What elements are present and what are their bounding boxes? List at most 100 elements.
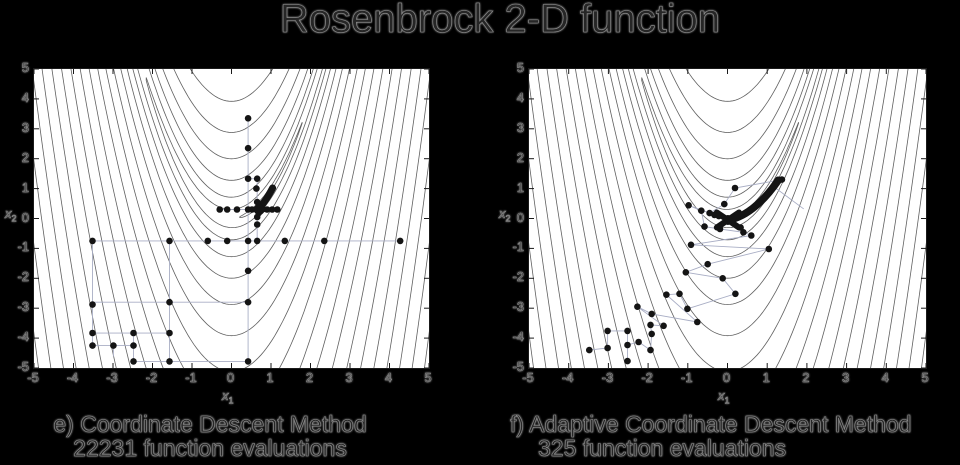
right-plot-caption: f) Adaptive Coordinate Descent Method 32… bbox=[510, 411, 912, 461]
x-tick-label: -5 bbox=[522, 370, 534, 385]
sample-point bbox=[676, 290, 683, 298]
y-tick-label: 1 bbox=[516, 179, 524, 195]
sample-point bbox=[660, 322, 667, 330]
sample-point bbox=[687, 241, 695, 249]
sample-point bbox=[253, 185, 260, 192]
left-contour-plot bbox=[33, 68, 430, 369]
sample-point bbox=[604, 344, 611, 352]
sample-point bbox=[204, 237, 212, 245]
right-plot-canvas bbox=[529, 69, 926, 368]
sample-point bbox=[682, 269, 690, 276]
sample-point bbox=[778, 176, 786, 183]
sample-point bbox=[89, 342, 96, 349]
sample-point bbox=[130, 329, 137, 337]
y-tick-label: 4 bbox=[516, 89, 524, 105]
sample-point bbox=[281, 237, 289, 245]
y-tick-label: -4 bbox=[512, 329, 524, 345]
sample-point bbox=[647, 346, 654, 354]
x-tick-label: -3 bbox=[601, 370, 614, 385]
sample-point bbox=[765, 245, 773, 253]
sample-point bbox=[396, 237, 404, 245]
sample-point bbox=[244, 175, 252, 182]
y-tick-label: 1 bbox=[21, 179, 29, 195]
x-tick-label: 2 bbox=[802, 370, 810, 385]
sample-point bbox=[253, 221, 261, 228]
sample-point bbox=[663, 291, 670, 298]
sample-point bbox=[635, 338, 642, 346]
sample-point bbox=[253, 237, 261, 245]
x-tick-label: 4 bbox=[384, 370, 393, 385]
sample-point bbox=[732, 290, 739, 298]
x-tick-label: 4 bbox=[881, 370, 889, 385]
x-tick-label: 5 bbox=[921, 370, 929, 385]
y-tick-label: -3 bbox=[17, 299, 29, 315]
sample-point bbox=[731, 184, 739, 192]
sample-point bbox=[253, 213, 261, 221]
x-tick-label: -5 bbox=[27, 370, 39, 385]
sample-point bbox=[89, 237, 96, 245]
sample-point bbox=[274, 206, 281, 213]
x-tick-label: 3 bbox=[345, 370, 353, 385]
x-tick-label: -4 bbox=[561, 370, 574, 385]
sample-point bbox=[268, 206, 276, 213]
x-tick-label: -1 bbox=[185, 370, 197, 385]
left-plot-canvas bbox=[34, 69, 429, 368]
right-contour-plot bbox=[528, 68, 927, 369]
y-tick-label: 3 bbox=[21, 119, 29, 135]
left-caption-line2: 22231 function evaluations bbox=[73, 435, 347, 461]
right-caption-line1: f) Adaptive Coordinate Descent Method bbox=[510, 411, 912, 437]
sample-point bbox=[740, 229, 747, 236]
sample-point bbox=[244, 144, 252, 152]
y-tick-label: 0 bbox=[21, 209, 29, 225]
y-tick-label: 2 bbox=[516, 149, 524, 165]
sample-point bbox=[716, 225, 724, 233]
sample-point bbox=[244, 115, 252, 122]
y-tick-label: 5 bbox=[21, 60, 29, 75]
y-tick-label: 5 bbox=[516, 60, 524, 75]
y-tick-label: 0 bbox=[516, 209, 524, 225]
sample-point bbox=[704, 260, 711, 268]
x-tick-label: 1 bbox=[762, 370, 770, 385]
sample-point bbox=[694, 318, 701, 326]
x-tick-label: 1 bbox=[266, 370, 274, 385]
sample-point bbox=[648, 310, 655, 318]
x-tick-label: -2 bbox=[145, 370, 158, 385]
y-tick-label: -3 bbox=[512, 299, 524, 315]
right-x-axis-label: x1 bbox=[718, 388, 730, 406]
sample-point bbox=[110, 342, 117, 349]
x-tick-label: -4 bbox=[66, 370, 79, 385]
sample-point bbox=[586, 346, 593, 354]
sample-point bbox=[244, 298, 252, 306]
sample-point bbox=[244, 358, 252, 365]
sample-point bbox=[233, 206, 241, 213]
sample-point bbox=[701, 223, 708, 230]
sample-point bbox=[263, 206, 271, 213]
sample-point bbox=[89, 329, 96, 337]
x-tick-label: 0 bbox=[722, 370, 731, 385]
sample-point bbox=[216, 206, 223, 213]
right-y-axis-label: x2 bbox=[499, 206, 511, 224]
sample-point bbox=[248, 206, 256, 213]
sample-point bbox=[737, 224, 744, 231]
sample-point bbox=[166, 298, 173, 306]
sample-point bbox=[604, 327, 611, 335]
sample-point bbox=[166, 237, 173, 245]
x-tick-label: 2 bbox=[305, 370, 314, 385]
right-caption-line2: 325 function evaluations bbox=[538, 435, 787, 461]
sample-point bbox=[244, 237, 252, 245]
x-tick-label: -1 bbox=[681, 370, 693, 385]
sample-point bbox=[624, 341, 631, 349]
x-tick-label: -2 bbox=[641, 370, 653, 385]
y-tick-label: -5 bbox=[17, 359, 29, 374]
sample-point bbox=[166, 329, 173, 337]
x-tick-label: -3 bbox=[106, 370, 118, 385]
sample-point bbox=[253, 206, 261, 213]
sample-point bbox=[624, 357, 631, 365]
x-tick-label: 5 bbox=[424, 370, 432, 385]
sample-point bbox=[130, 358, 137, 365]
sample-point bbox=[244, 267, 252, 275]
y-tick-label: -1 bbox=[512, 239, 524, 255]
y-tick-label: -4 bbox=[17, 329, 29, 345]
left-x-axis-label: x1 bbox=[222, 388, 234, 406]
sample-point bbox=[223, 237, 231, 245]
